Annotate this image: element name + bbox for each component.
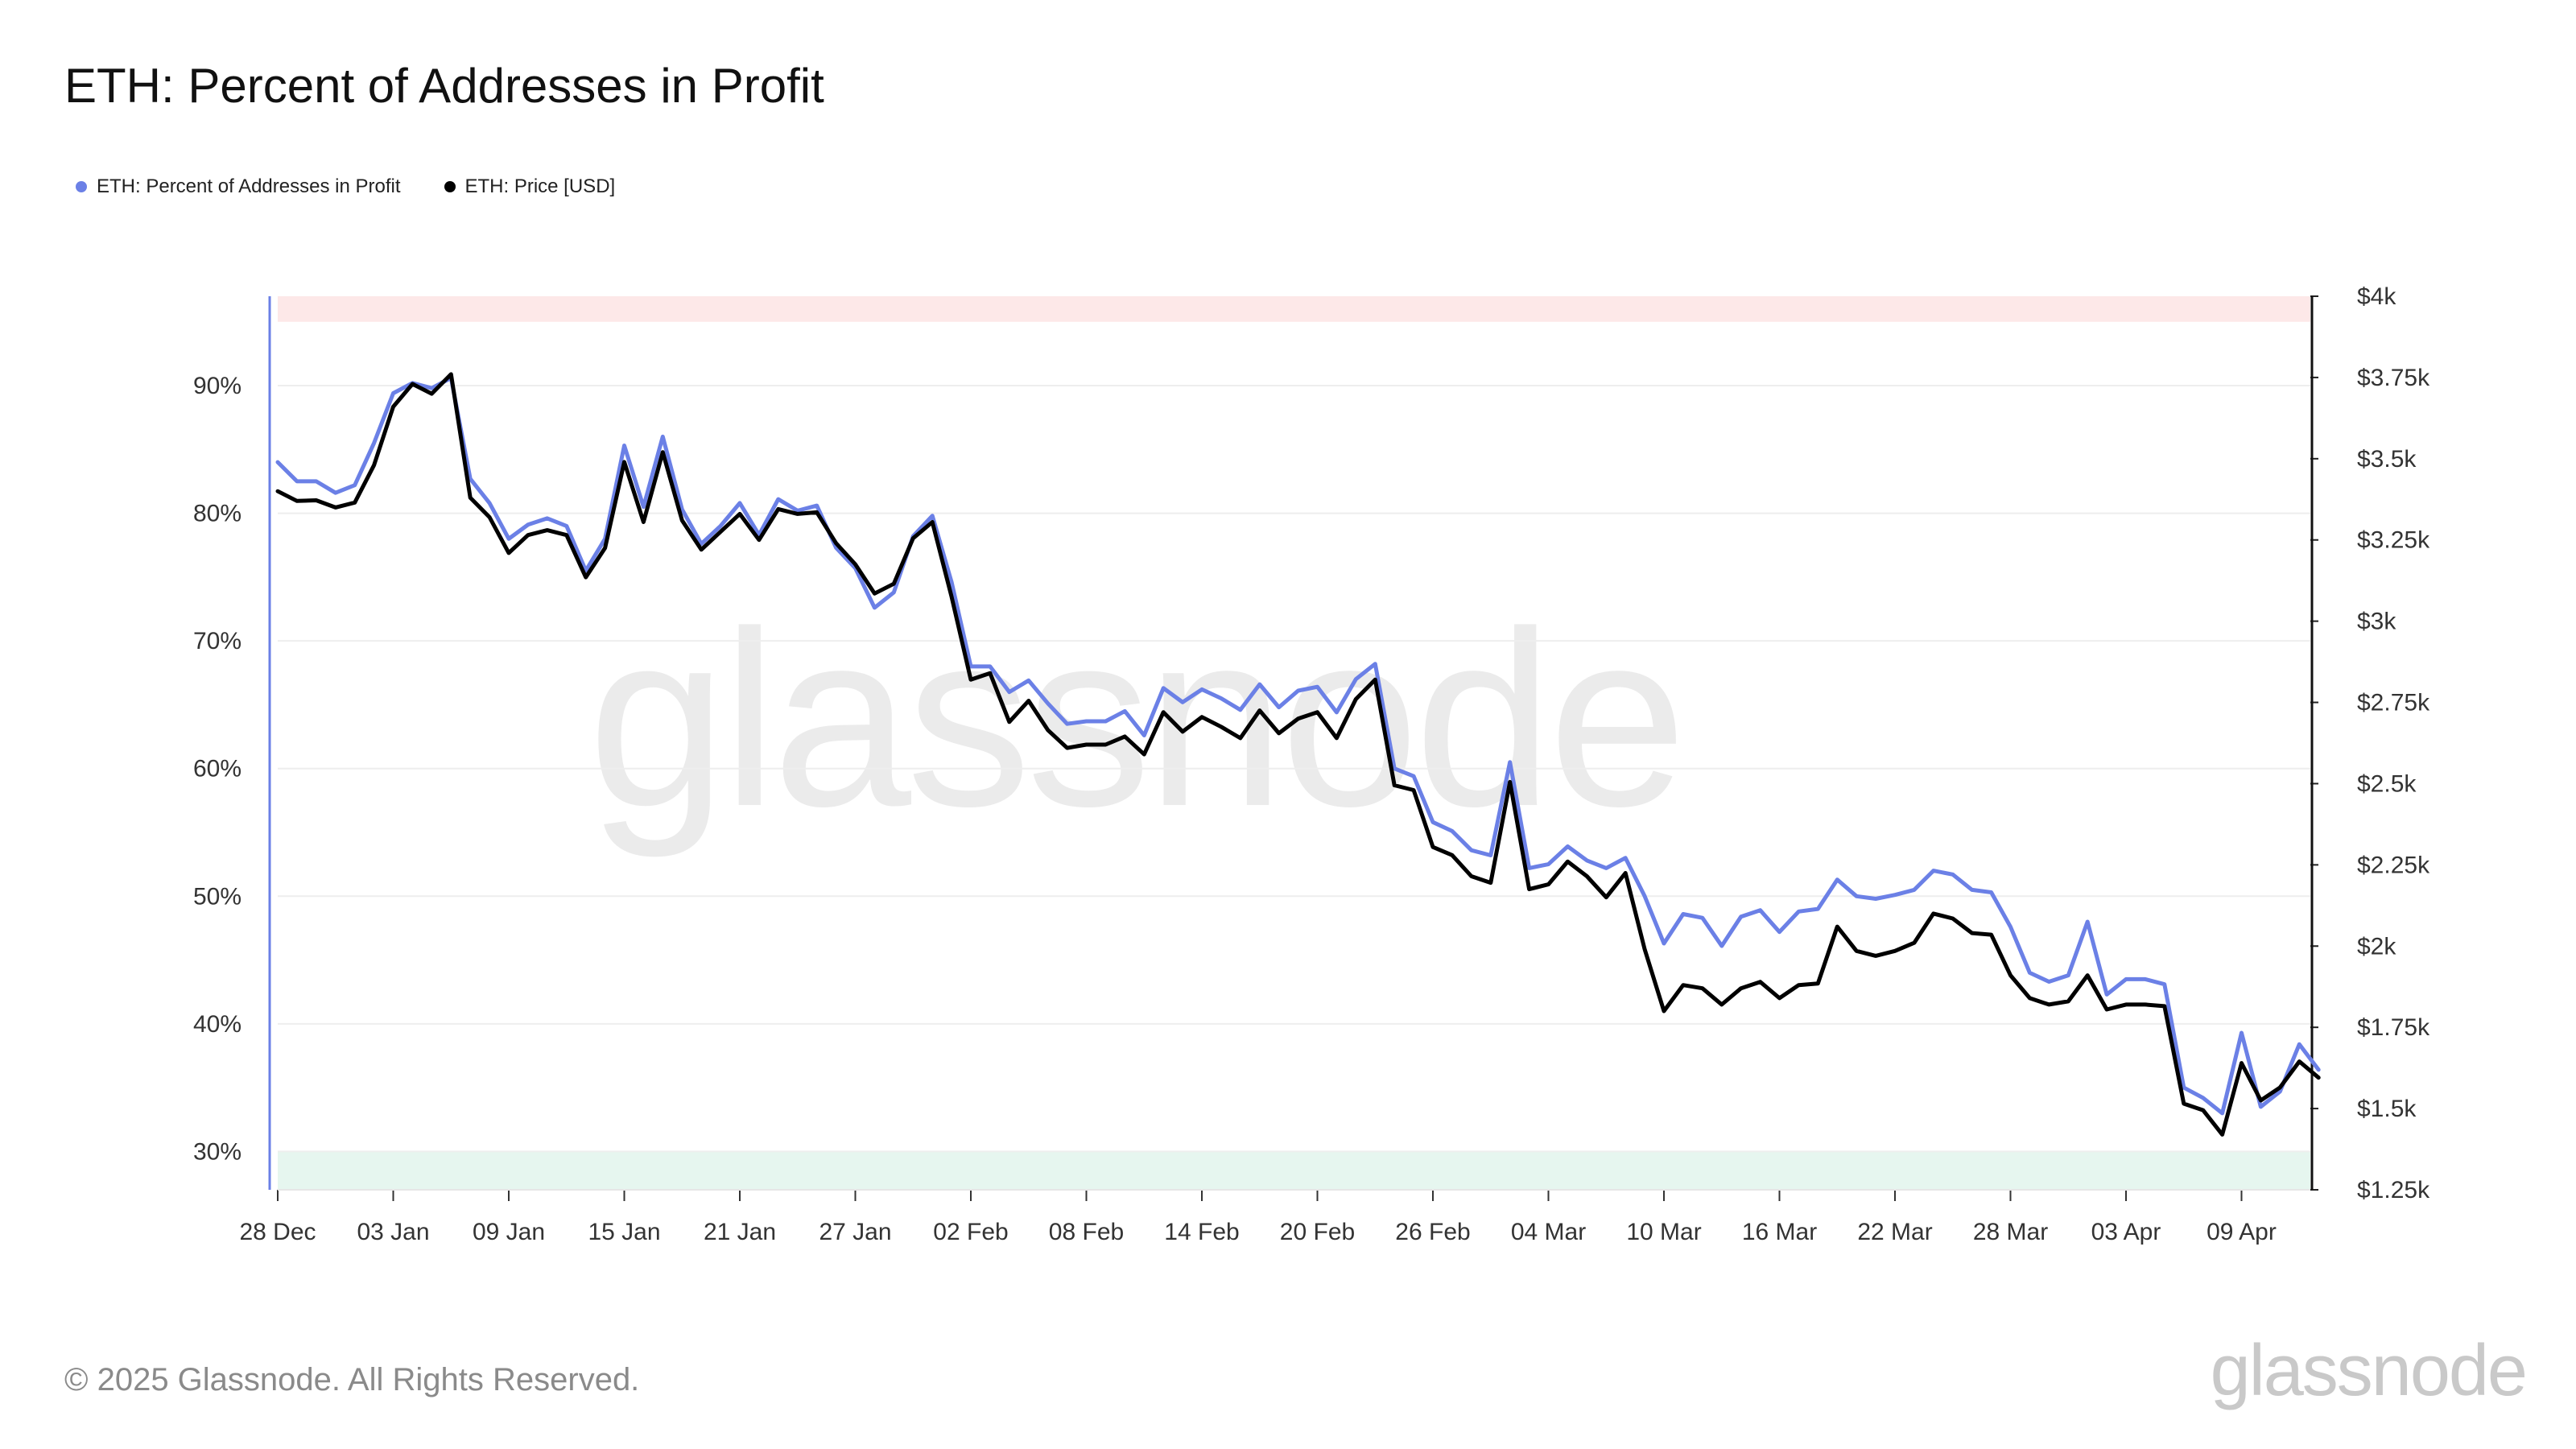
threshold-band-1 [278,1151,2310,1190]
x-tick-label: 10 Mar [1626,1219,1701,1245]
y-right-tick-label: $2k [2357,933,2396,960]
x-tick-label: 16 Mar [1742,1219,1817,1245]
x-tick-label: 14 Feb [1164,1219,1239,1245]
x-tick-label: 08 Feb [1049,1219,1124,1245]
y-left-tick-label: 90% [193,373,242,399]
legend: ETH: Percent of Addresses in Profit ETH:… [76,175,615,198]
y-right-tick-label: $4k [2357,283,2396,310]
legend-item-price[interactable]: ETH: Price [USD] [444,175,616,198]
x-tick-label: 20 Feb [1280,1219,1355,1245]
x-tick-label: 03 Jan [357,1219,429,1245]
y-left-tick-label: 30% [193,1138,242,1165]
y-right-tick-label: $2.75k [2357,690,2430,716]
y-right-tick-label: $1.75k [2357,1014,2430,1041]
y-left-tick-label: 70% [193,628,242,654]
x-tick-label: 02 Feb [933,1219,1008,1245]
chart-title: ETH: Percent of Addresses in Profit [64,59,824,113]
x-tick-label: 28 Mar [1973,1219,2048,1245]
x-tick-label: 22 Mar [1857,1219,1932,1245]
x-tick-label: 27 Jan [819,1219,891,1245]
glassnode-logo: glassnode [2210,1331,2528,1411]
y-right-tick-label: $3k [2357,609,2396,635]
legend-dot-percent-in-profit [76,181,87,192]
x-tick-label: 26 Feb [1395,1219,1470,1245]
threshold-band-0 [278,296,2310,322]
series-line-price [275,372,2321,1137]
y-right-tick-label: $1.5k [2357,1096,2417,1122]
y-right-tick-label: $1.25k [2357,1177,2430,1203]
legend-label-percent-in-profit: ETH: Percent of Addresses in Profit [97,175,401,197]
x-tick-label: 15 Jan [588,1219,660,1245]
y-right-tick-label: $3.75k [2357,365,2430,391]
y-left-tick-label: 40% [193,1011,242,1038]
x-tick-label: 04 Mar [1511,1219,1586,1245]
x-tick-label: 28 Dec [239,1219,316,1245]
x-tick-label: 09 Jan [473,1219,545,1245]
x-tick-label: 09 Apr [2207,1219,2277,1245]
x-tick-label: 03 Apr [2091,1219,2161,1245]
legend-label-price: ETH: Price [USD] [464,175,616,197]
y-right-tick-label: $3.5k [2357,446,2417,473]
y-right-tick-label: $2.5k [2357,770,2417,797]
y-left-tick-label: 50% [193,883,242,910]
y-right-tick-label: $3.25k [2357,527,2430,554]
legend-item-percent-in-profit[interactable]: ETH: Percent of Addresses in Profit [76,175,401,198]
series-line-percent-in-profit [275,376,2321,1116]
y-left-tick-label: 80% [193,501,242,527]
y-left-tick-label: 60% [193,756,242,782]
copyright-footer: © 2025 Glassnode. All Rights Reserved. [64,1362,640,1397]
legend-dot-price [444,181,456,192]
y-right-tick-label: $2.25k [2357,852,2430,878]
x-tick-label: 21 Jan [704,1219,776,1245]
